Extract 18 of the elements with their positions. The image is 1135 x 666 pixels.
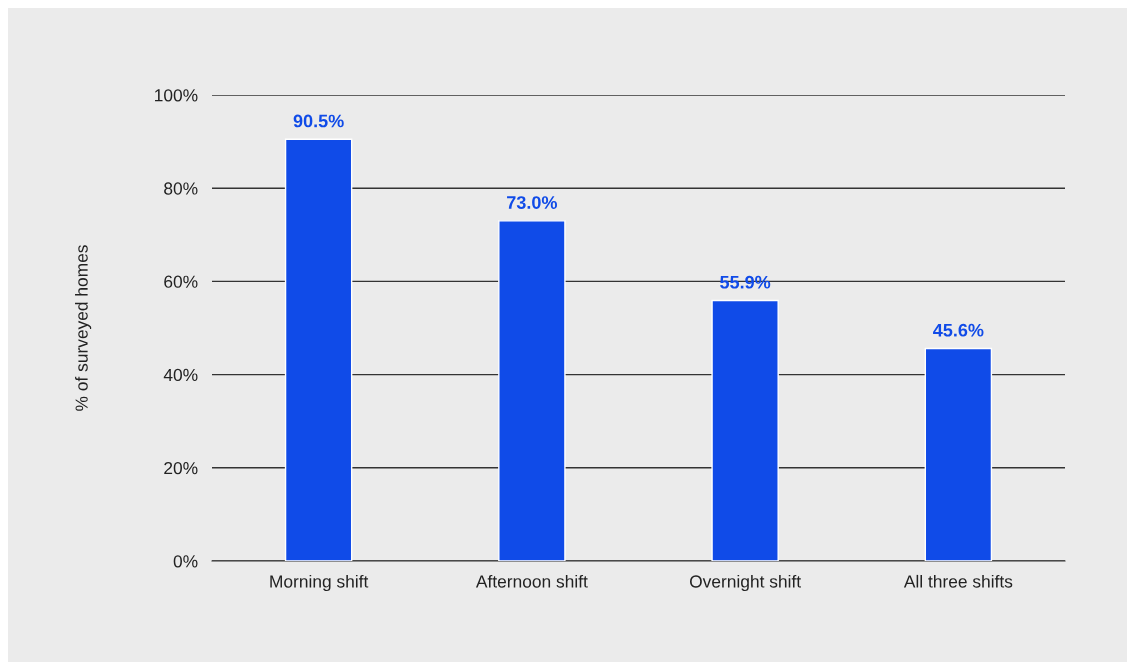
y-axis-title: % of surveyed homes [75,245,92,411]
bar [924,347,993,561]
x-tick-label: Afternoon shift [475,574,588,588]
data-label: 90.5% [293,114,344,128]
y-tick-label: 20% [164,461,198,475]
data-label: 45.6% [933,323,984,337]
bar [284,138,353,561]
y-tick-label: 0% [173,555,198,568]
x-tick-label: Morning shift [270,574,369,592]
bar [711,299,779,561]
data-label: 73.0% [507,196,557,209]
y-tick-label: 40% [163,368,198,382]
x-tick-label: Overnight shift [689,574,801,592]
y-tick-label: 80% [164,182,198,195]
y-tick-label: 60% [164,275,198,288]
bar [498,220,566,561]
x-tick-label: All three shifts [903,574,1013,588]
y-tick-label: 100% [155,89,198,102]
